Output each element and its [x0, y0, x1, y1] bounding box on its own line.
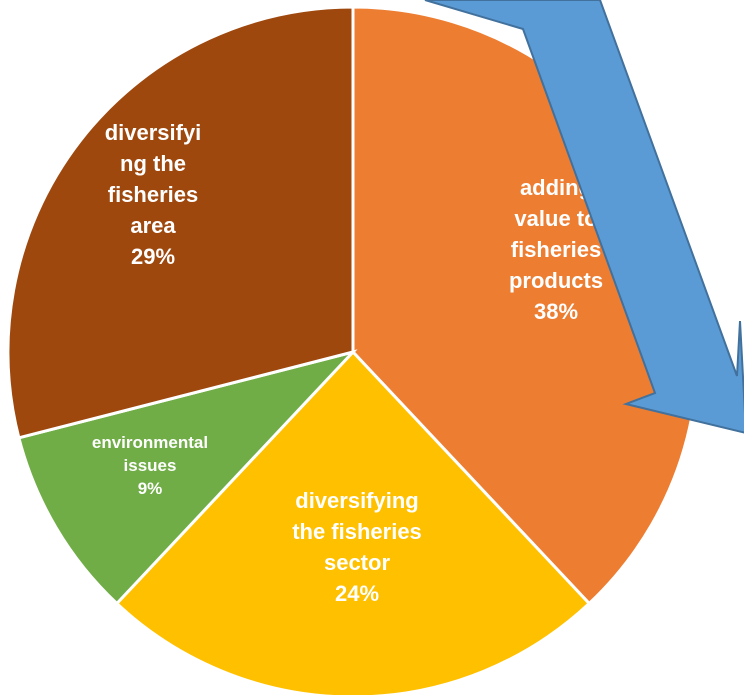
slice-label-line: issues: [124, 456, 177, 475]
pie-slice-3: [17, 349, 358, 606]
pie-labels: adding value to fisheries products 38%divers…: [92, 120, 603, 606]
slice-label-line: diversifyi: [105, 120, 202, 145]
slice-label-line: area: [130, 213, 176, 238]
slice-label-line: fisheries: [511, 237, 602, 262]
slice-label-line: the fisheries: [292, 519, 422, 544]
slice-label-line: fisheries: [108, 182, 199, 207]
slice-label-line: value to: [514, 206, 597, 231]
slice-label-2: diversifying the fisheries sector 24%: [292, 488, 422, 606]
slice-label-4: diversifyi ng the fisheries area 29%: [105, 120, 202, 269]
slice-label-line: sector: [324, 550, 390, 575]
pie-slice-4: [6, 5, 355, 440]
slice-percent-label: 24%: [335, 581, 379, 606]
slice-percent-label: 38%: [534, 299, 578, 324]
slice-percent-label: 9%: [138, 479, 163, 498]
slice-label-line: ng the: [120, 151, 186, 176]
slice-label-1: adding value to fisheries products 38%: [509, 175, 603, 324]
slice-label-line: diversifying: [295, 488, 418, 513]
pie-slice-2: [114, 349, 592, 695]
slice-label-line: environmental: [92, 433, 208, 452]
blue-arrow-shape: [424, 0, 744, 434]
slice-label-3: environmental issues 9%: [92, 433, 208, 498]
slice-label-line: products: [509, 268, 603, 293]
slice-percent-label: 29%: [131, 244, 175, 269]
